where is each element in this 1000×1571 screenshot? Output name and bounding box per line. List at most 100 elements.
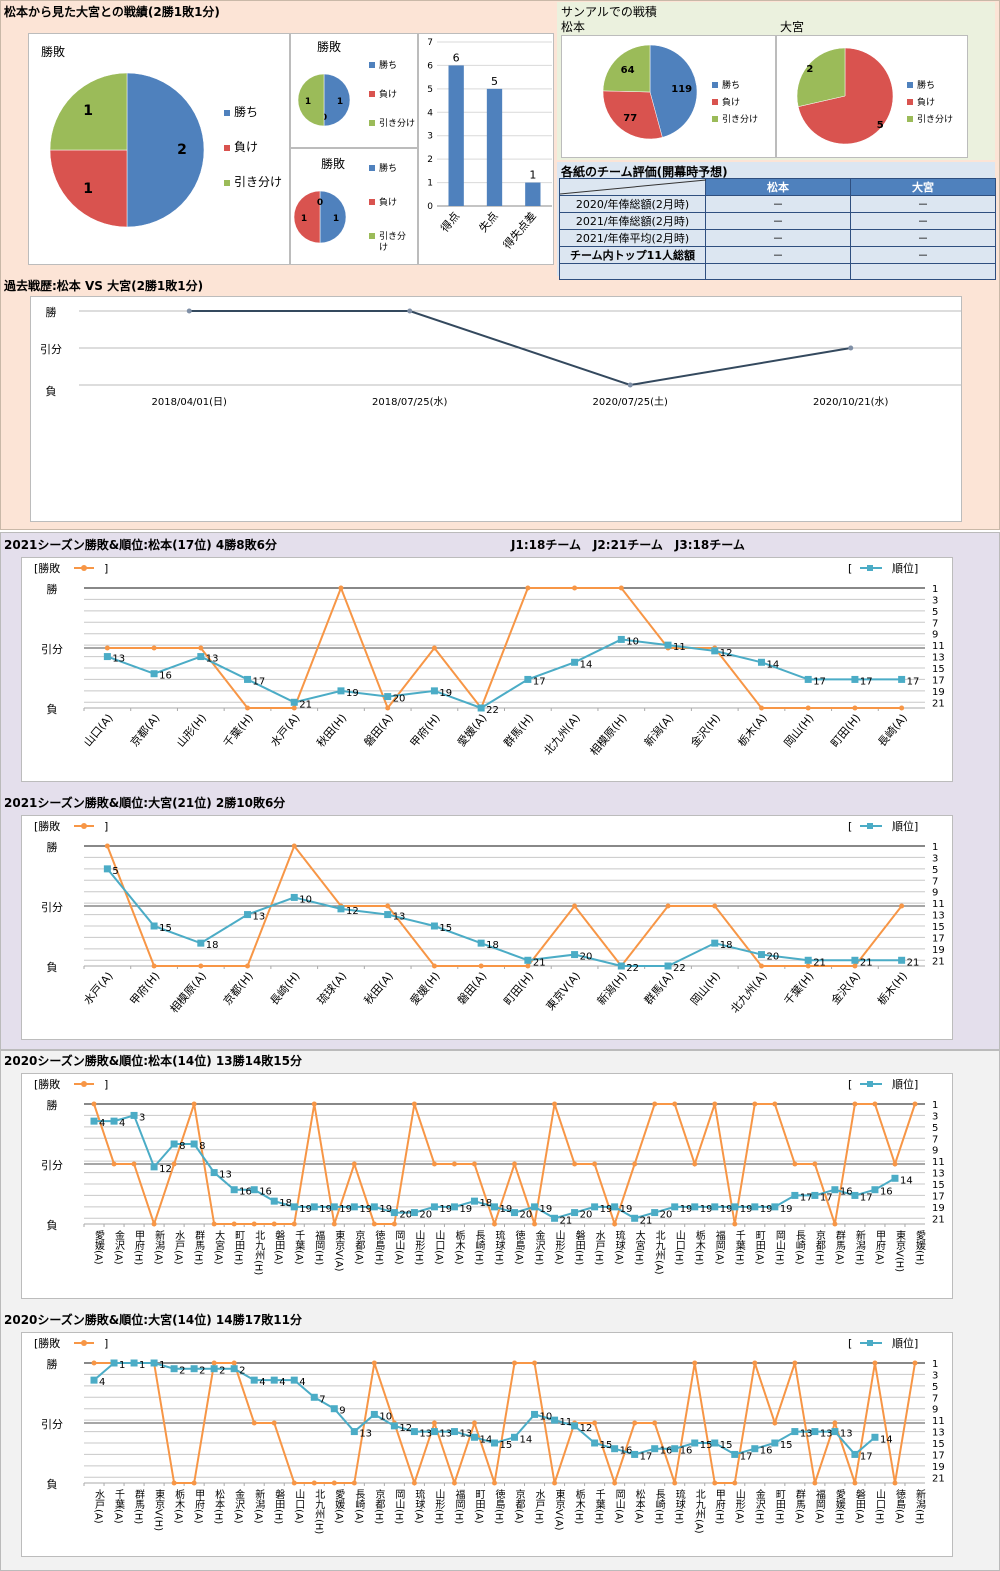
- rank-point: [350, 1428, 358, 1436]
- rank-point: [477, 704, 485, 712]
- x-tick-label: 栃木(A): [735, 711, 770, 749]
- result-point: [198, 645, 204, 651]
- x-tick-label: 琉球(H): [493, 1229, 505, 1266]
- rank-tick-label: 19: [932, 687, 945, 698]
- rank-data-label: 19: [720, 1204, 733, 1215]
- rank-tick-label: 17: [932, 675, 945, 686]
- result-point: [251, 1420, 257, 1426]
- result-point: [852, 1480, 858, 1486]
- rank-data-label: 17: [800, 1192, 813, 1203]
- legend-result-marker: [81, 565, 87, 571]
- eval-cell: －: [705, 195, 851, 213]
- rank-data-label: 20: [580, 1210, 593, 1221]
- rank-data-label: 19: [620, 1204, 633, 1215]
- result-point: [732, 1221, 738, 1227]
- rank-point: [751, 1203, 759, 1211]
- x-tick-label: 群馬(H): [133, 1488, 145, 1525]
- rank-line: [107, 638, 902, 710]
- rank-data-label: 15: [499, 1440, 512, 1451]
- x-tick-label: 秋田(H): [314, 711, 350, 750]
- rank-data-label: 12: [159, 1164, 172, 1175]
- rank-data-label: 20: [520, 1210, 533, 1221]
- rank-point: [150, 922, 158, 930]
- legend-rank-label: 順位]: [892, 819, 918, 833]
- rank-data-label: 13: [820, 1429, 833, 1440]
- rank-point: [270, 1197, 278, 1205]
- y-tick-label: 2: [427, 155, 433, 165]
- bar: [448, 65, 464, 206]
- rank-data-label: 13: [439, 1429, 452, 1440]
- y-tick-label: 6: [427, 61, 433, 71]
- rank-point: [531, 1203, 539, 1211]
- rank-point: [731, 1450, 739, 1458]
- result-point: [792, 1360, 798, 1366]
- rank-data-label: 4: [99, 1377, 105, 1388]
- result-point: [652, 1101, 658, 1107]
- rank-point: [110, 1117, 118, 1125]
- rank-point: [290, 893, 298, 901]
- rank-point: [103, 653, 111, 661]
- x-tick-label: 新潟(A): [641, 711, 676, 749]
- rank-data-label: 12: [346, 906, 359, 917]
- pie-slice-draw: [297, 73, 325, 127]
- legend-label: 負け: [722, 96, 740, 108]
- rank-data-label: 19: [319, 1204, 332, 1215]
- eval-row: チーム内トップ11人総額－－: [559, 246, 996, 264]
- x-tick-label: 2020/10/21(水): [813, 396, 889, 408]
- y-axis-label: 負: [46, 385, 57, 398]
- rank-point: [337, 905, 345, 913]
- x-tick-label: 山形(A): [553, 1230, 565, 1265]
- rank-point: [430, 687, 438, 695]
- rank-point: [851, 956, 859, 964]
- legend-label: 負け: [379, 88, 397, 100]
- x-tick-label: 新潟(H): [594, 969, 630, 1008]
- season-2021-omiya-box: [勝敗][順位] 勝引分負 1 3 5 7 9 11 13 15 17 19 21 水戸(A) 甲府(H) 相…: [21, 815, 953, 1040]
- bar: [525, 182, 541, 206]
- result-point: [525, 585, 531, 591]
- history-point: [627, 382, 633, 388]
- y-tick-label: 4: [427, 108, 433, 118]
- x-tick-label: 愛媛(A): [454, 711, 489, 749]
- result-point: [491, 1221, 497, 1227]
- eval-row-label: 2021/年俸平均(2月時): [559, 229, 706, 247]
- rank-data-label: 13: [112, 654, 125, 665]
- legend-result-bracket: ]: [104, 1337, 108, 1350]
- pie-data-label: 1: [83, 181, 93, 197]
- result-point: [792, 1161, 798, 1167]
- result-point: [471, 1420, 477, 1426]
- pie-title: 勝敗: [321, 156, 345, 171]
- legend-label: 勝ち: [379, 59, 397, 71]
- result-point: [732, 1480, 738, 1486]
- x-tick-label: 大宮(A): [213, 1229, 225, 1265]
- legend-label: 勝ち: [379, 162, 397, 174]
- pie-slice-draw: [796, 47, 846, 107]
- x-tick-label: 栃木(H): [693, 1229, 705, 1266]
- rank-data-label: 14: [479, 1434, 492, 1445]
- legend-result-marker: [81, 1081, 87, 1087]
- rank-data-label: 17: [860, 676, 873, 687]
- rank-point: [711, 939, 719, 947]
- rank-data-label: 13: [206, 654, 219, 665]
- rank-data-label: 18: [279, 1198, 292, 1209]
- result-point: [872, 1360, 878, 1366]
- legend-swatch: [369, 120, 375, 126]
- rank-tick-label: 1: [932, 1100, 938, 1111]
- rank-point: [571, 1209, 579, 1217]
- y-tick-label: 5: [427, 85, 433, 95]
- result-point: [104, 645, 110, 651]
- rank-data-label: 13: [393, 912, 406, 923]
- pie-data-label: 1: [333, 214, 339, 224]
- rank-point: [430, 922, 438, 930]
- legend-swatch: [369, 199, 375, 205]
- rank-data-label: 19: [499, 1204, 512, 1215]
- rank-data-label: 20: [766, 952, 779, 963]
- rank-data-label: 2: [219, 1366, 225, 1377]
- y-tick-label: 0: [427, 202, 433, 212]
- rank-point: [250, 1376, 258, 1384]
- rank-data-label: 22: [626, 963, 639, 974]
- result-point: [111, 1161, 117, 1167]
- rank-point: [891, 1174, 899, 1182]
- pie-slice-loss: [293, 190, 321, 244]
- x-tick-label: 金沢(A): [113, 1229, 125, 1265]
